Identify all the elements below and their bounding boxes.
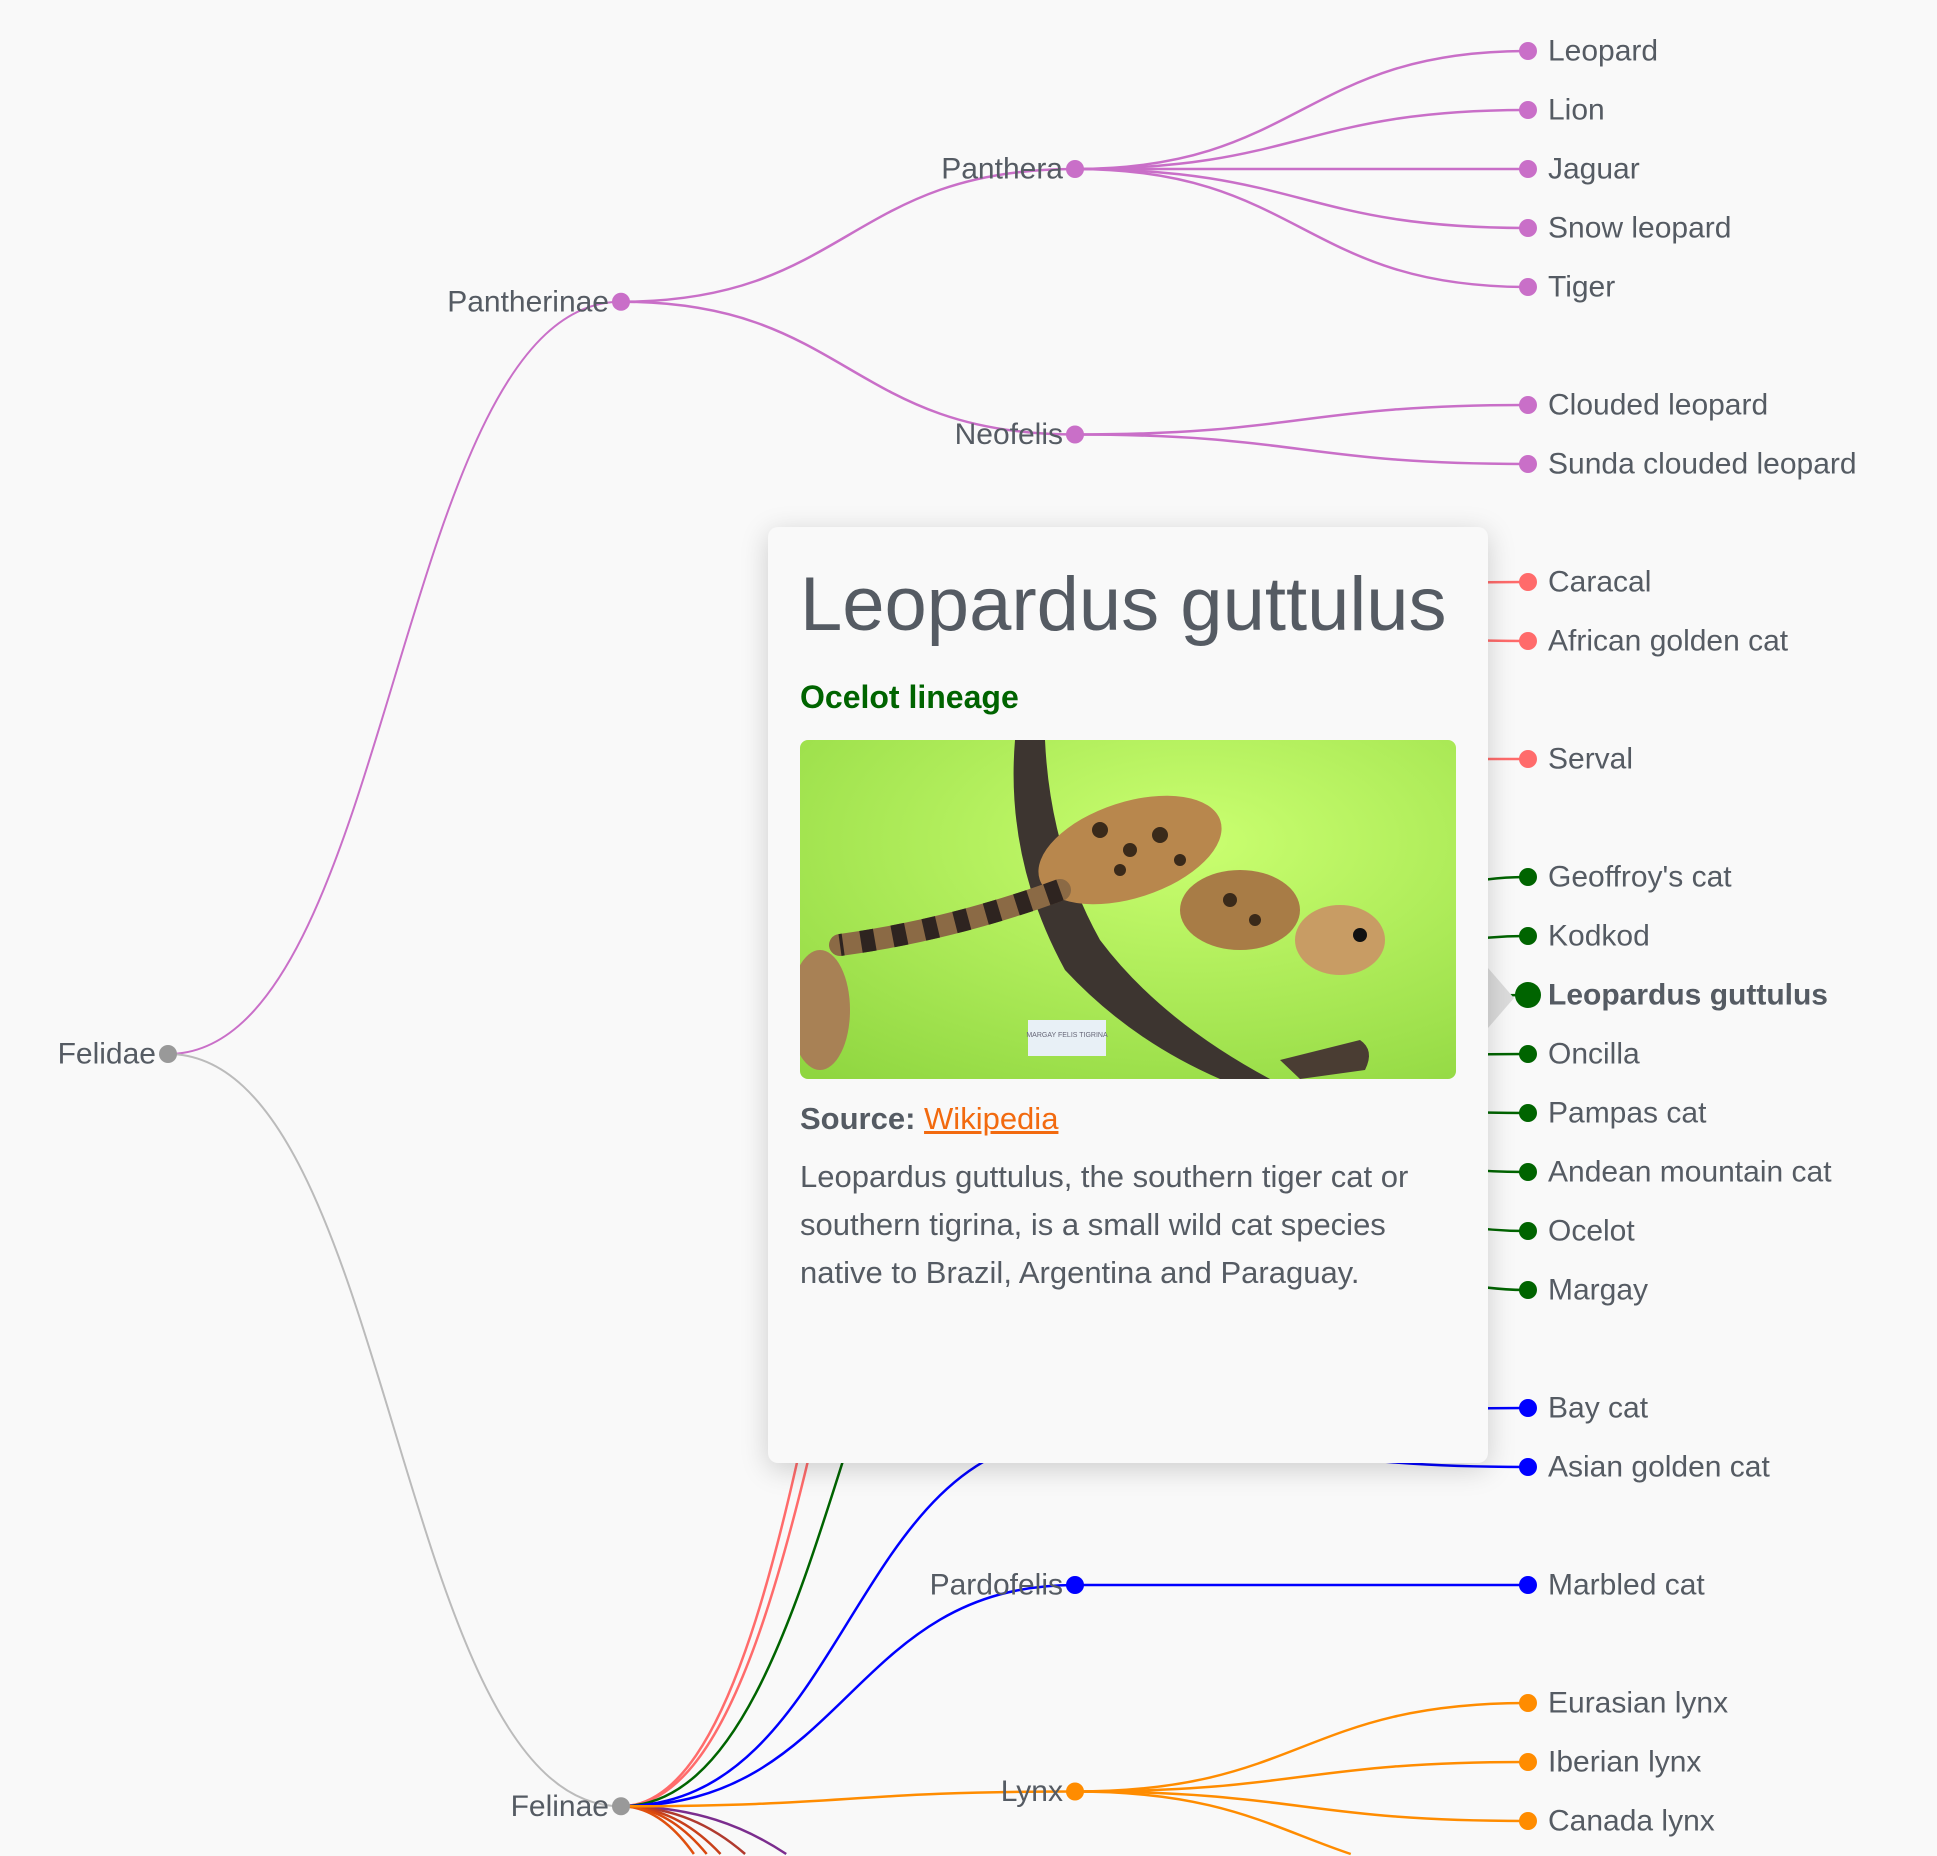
marbled-cat-label[interactable]: Marbled cat [1548, 1569, 1705, 1602]
tooltip-source: Source: Wikipedia [800, 1101, 1456, 1137]
tree-link [620, 167, 1076, 303]
tree-link [1074, 1701, 1529, 1793]
sunda-clouded-leopard-label[interactable]: Sunda clouded leopard [1548, 448, 1857, 481]
jaguar-node[interactable] [1519, 160, 1537, 178]
tree-link [1074, 433, 1529, 466]
leopard-label[interactable]: Leopard [1548, 35, 1658, 68]
andean-mountain-cat-node[interactable] [1519, 1163, 1537, 1181]
asian-golden-cat-node[interactable] [1519, 1458, 1537, 1476]
pampas-cat-node[interactable] [1519, 1104, 1537, 1122]
eurasian-lynx-label[interactable]: Eurasian lynx [1548, 1687, 1728, 1720]
margay-node[interactable] [1519, 1281, 1537, 1299]
tree-link [1074, 167, 1529, 289]
tree-link [167, 300, 622, 1055]
eurasian-lynx-node[interactable] [1519, 1694, 1537, 1712]
snow-leopard-node[interactable] [1519, 219, 1537, 237]
tree-link [167, 1053, 622, 1808]
panthera-node[interactable] [1066, 160, 1084, 178]
species-photo: MARGAY FELIS TIGRINA [800, 740, 1456, 1079]
tree-link [620, 1805, 787, 1856]
neofelis-node[interactable] [1066, 425, 1084, 444]
african-golden-cat-node[interactable] [1519, 632, 1537, 650]
tooltip-pointer [1488, 968, 1514, 1028]
andean-mountain-cat-label[interactable]: Andean mountain cat [1548, 1156, 1832, 1189]
tree-link [1074, 403, 1529, 436]
leopardus-guttulus-label[interactable]: Leopardus guttulus [1548, 979, 1828, 1012]
tree-link [1074, 49, 1529, 171]
tree-link [1074, 1790, 1352, 1856]
panthera-label[interactable]: Panthera [941, 153, 1063, 186]
tree-nodes: Felidae Pantherinae Panthera Leopard Lion Jag… [58, 35, 1857, 1838]
oncilla-label[interactable]: Oncilla [1548, 1038, 1640, 1071]
wikipedia-link[interactable]: Wikipedia [924, 1101, 1059, 1136]
lynx-node[interactable] [1066, 1782, 1084, 1801]
geoffroy-s-cat-node[interactable] [1519, 868, 1537, 886]
kodkod-label[interactable]: Kodkod [1548, 920, 1650, 953]
african-golden-cat-label[interactable]: African golden cat [1548, 625, 1789, 658]
source-label: Source: [800, 1101, 916, 1136]
serval-label[interactable]: Serval [1548, 743, 1633, 776]
bay-cat-node[interactable] [1519, 1399, 1537, 1417]
tree-link [1074, 1790, 1529, 1823]
sunda-clouded-leopard-node[interactable] [1519, 455, 1537, 473]
pampas-cat-label[interactable]: Pampas cat [1548, 1097, 1707, 1130]
tree-link [1074, 108, 1529, 171]
species-tooltip: Leopardus guttulus Ocelot lineage MARGAY… [768, 527, 1488, 1463]
bay-cat-label[interactable]: Bay cat [1548, 1392, 1649, 1425]
iberian-lynx-node[interactable] [1519, 1753, 1537, 1771]
canada-lynx-node[interactable] [1519, 1812, 1537, 1830]
pardofelis-label[interactable]: Pardofelis [930, 1569, 1063, 1602]
tree-link [620, 1436, 1076, 1808]
canada-lynx-label[interactable]: Canada lynx [1548, 1805, 1715, 1838]
photo-label: MARGAY FELIS TIGRINA [1026, 1032, 1108, 1039]
ocelot-label[interactable]: Ocelot [1548, 1215, 1635, 1248]
felidae-label[interactable]: Felidae [58, 1038, 156, 1071]
tree-link [1074, 167, 1529, 230]
neofelis-label[interactable]: Neofelis [955, 418, 1063, 451]
pantherinae-node[interactable] [612, 292, 630, 311]
leopardus-guttulus-node[interactable] [1515, 982, 1541, 1008]
oncilla-node[interactable] [1519, 1045, 1537, 1063]
caracal-label[interactable]: Caracal [1548, 566, 1651, 599]
leopard-node[interactable] [1519, 42, 1537, 60]
tree-link [620, 1583, 1076, 1808]
margay-label[interactable]: Margay [1548, 1274, 1648, 1307]
iberian-lynx-label[interactable]: Iberian lynx [1548, 1746, 1701, 1779]
asian-golden-cat-label[interactable]: Asian golden cat [1548, 1451, 1770, 1484]
tooltip-lineage: Ocelot lineage [800, 679, 1019, 715]
tooltip-description: Leopardus guttulus, the southern tiger c… [800, 1159, 1409, 1290]
tree-link [620, 300, 1076, 436]
ocelot-node[interactable] [1519, 1222, 1537, 1240]
kodkod-node[interactable] [1519, 927, 1537, 945]
tree-link [1074, 1760, 1529, 1793]
jaguar-label[interactable]: Jaguar [1548, 153, 1640, 186]
tiger-label[interactable]: Tiger [1548, 271, 1615, 304]
snow-leopard-label[interactable]: Snow leopard [1548, 212, 1731, 245]
clouded-leopard-label[interactable]: Clouded leopard [1548, 389, 1768, 422]
tooltip-title: Leopardus guttulus [800, 562, 1447, 647]
pardofelis-node[interactable] [1066, 1576, 1084, 1594]
pantherinae-label[interactable]: Pantherinae [447, 285, 609, 318]
tiger-node[interactable] [1519, 278, 1537, 296]
lion-node[interactable] [1519, 101, 1537, 119]
serval-node[interactable] [1519, 750, 1537, 768]
marbled-cat-node[interactable] [1519, 1576, 1537, 1594]
felinae-label[interactable]: Felinae [511, 1790, 609, 1823]
clouded-leopard-node[interactable] [1519, 396, 1537, 414]
lynx-label[interactable]: Lynx [1001, 1775, 1063, 1808]
felidae-node[interactable] [159, 1045, 177, 1063]
geoffroy-s-cat-label[interactable]: Geoffroy's cat [1548, 861, 1732, 894]
lion-label[interactable]: Lion [1548, 94, 1605, 127]
caracal-node[interactable] [1519, 573, 1537, 591]
tree-link [620, 1790, 1076, 1808]
felinae-node[interactable] [612, 1797, 630, 1816]
